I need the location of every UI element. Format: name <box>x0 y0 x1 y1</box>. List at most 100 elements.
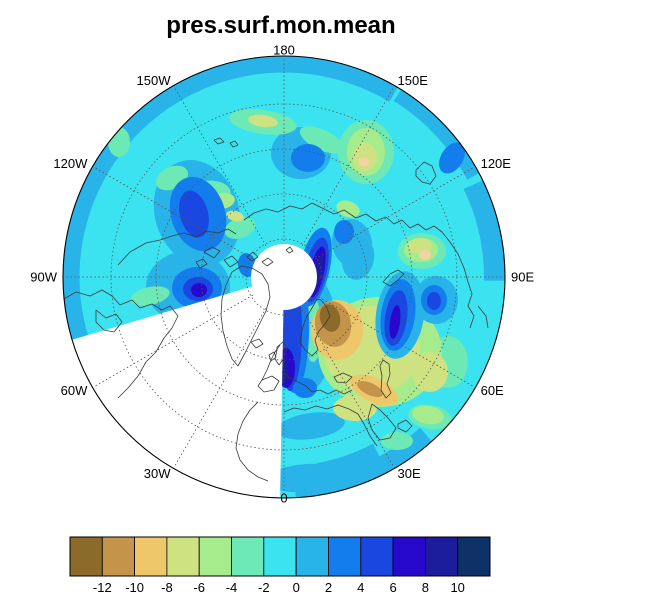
coastline-path <box>281 371 353 395</box>
colorbar-tick-label: -4 <box>226 580 238 595</box>
coastline-path <box>285 246 294 254</box>
coastline-path <box>203 246 221 259</box>
colorbar-tick-label: -12 <box>93 580 112 595</box>
colorbar-tick-label: 10 <box>450 580 464 595</box>
contour-fill-layer <box>63 56 505 498</box>
coastline-path <box>274 341 288 366</box>
colorbar-cell <box>198 536 232 577</box>
colorbar-cell <box>295 536 329 577</box>
coastline-path <box>261 257 274 267</box>
contour-blob <box>419 250 431 260</box>
colorbar-cell <box>263 536 297 577</box>
coastline-path <box>467 281 475 329</box>
meridian-line <box>93 166 254 260</box>
contour-blob <box>277 412 345 440</box>
coastline-path <box>367 403 397 441</box>
rim-band <box>463 179 505 281</box>
data-void-wedge <box>72 277 284 498</box>
contour-blob <box>334 220 354 244</box>
lon-label-120E: 120E <box>481 156 512 171</box>
lon-label-150E: 150E <box>398 73 429 88</box>
colorbar: -12 -10 -8 -6 -4 -2 0 2 4 6 8 10 <box>69 536 491 595</box>
colorbar-tick-label: -2 <box>258 580 270 595</box>
contour-blob <box>336 200 360 218</box>
graticule <box>64 57 504 497</box>
contour-blob <box>439 142 465 174</box>
chart-title: pres.surf.mon.mean <box>166 12 395 39</box>
contour-blob <box>357 380 383 398</box>
lon-label-90E: 90E <box>511 270 534 285</box>
colorbar-tick-label: -10 <box>125 580 144 595</box>
coastline-path <box>299 298 331 357</box>
meridian-line <box>173 307 267 468</box>
longitude-labels: 180 150E 120E 90E 60E 30E 0 30W 60W 90W 120W 150W <box>30 43 534 506</box>
contour-blob <box>427 292 441 310</box>
lon-label-30W: 30W <box>144 466 171 481</box>
polar-cap-hole <box>251 244 317 310</box>
colorbar-tick-label: 6 <box>389 580 396 595</box>
colorbar-tick-label: -8 <box>161 580 173 595</box>
colorbar-cell <box>101 536 136 577</box>
latitude-circle <box>245 238 323 316</box>
coastline-path <box>250 338 264 349</box>
contour-blob <box>408 238 432 254</box>
coastline-path <box>379 359 392 399</box>
meridian-line <box>301 307 395 468</box>
contour-blob <box>333 395 377 421</box>
contour-blob <box>291 144 325 172</box>
colorbar-cell <box>392 536 426 577</box>
lon-label-30E: 30E <box>398 466 421 481</box>
contour-blob <box>381 432 413 450</box>
contour-blob <box>319 304 341 332</box>
coastline-path <box>243 202 323 221</box>
lon-label-150W: 150W <box>137 73 172 88</box>
lon-label-120W: 120W <box>53 156 88 171</box>
contour-blob <box>353 143 377 171</box>
latitude-circle <box>200 193 368 361</box>
coastline-path <box>268 351 277 362</box>
colorbar-cell <box>134 536 168 577</box>
lon-label-0: 0 <box>280 491 287 506</box>
contour-blob <box>299 126 345 154</box>
coastline-path <box>117 228 237 266</box>
colorbar-cell <box>424 536 459 577</box>
contour-blob <box>341 236 375 280</box>
rim-band <box>63 56 398 353</box>
coastline-path <box>257 375 280 393</box>
meridian-line <box>314 166 475 260</box>
colorbar-tick-label: 4 <box>357 580 364 595</box>
map-area: 180 150E 120E 90E 60E 30E 0 30W 60W 90W 120W 150W -1… <box>30 43 534 596</box>
coastline-path <box>213 137 225 145</box>
coastline-path <box>261 344 281 381</box>
contour-blob <box>179 190 209 238</box>
colorbar-cell <box>360 536 394 577</box>
contour-blob <box>265 463 349 493</box>
coastline-path <box>321 207 469 283</box>
contour-blob <box>108 127 130 157</box>
coastline-path <box>477 305 489 329</box>
rim-band <box>393 90 479 180</box>
colorbar-cell <box>231 536 265 577</box>
meridian-line <box>173 86 267 247</box>
colorbar-tick-label: 0 <box>293 580 300 595</box>
lon-label-180: 180 <box>273 43 295 58</box>
lon-label-60E: 60E <box>481 383 504 398</box>
coastline-path <box>63 289 179 399</box>
coastline-path <box>333 372 353 384</box>
colorbar-frame <box>69 536 491 577</box>
colorbar-tick-label: 8 <box>422 580 429 595</box>
coastline-path <box>95 309 123 333</box>
coastline-path <box>415 161 437 185</box>
coastline-path <box>382 269 405 287</box>
contour-blob <box>248 114 278 128</box>
contour-blob <box>191 283 207 297</box>
lon-label-60W: 60W <box>61 383 88 398</box>
coastline-path <box>223 255 239 268</box>
meridian-line <box>314 294 475 388</box>
contour-blob <box>389 305 401 339</box>
coastline-path <box>357 413 378 447</box>
colorbar-cell <box>166 536 200 577</box>
coastline-path <box>195 258 208 269</box>
